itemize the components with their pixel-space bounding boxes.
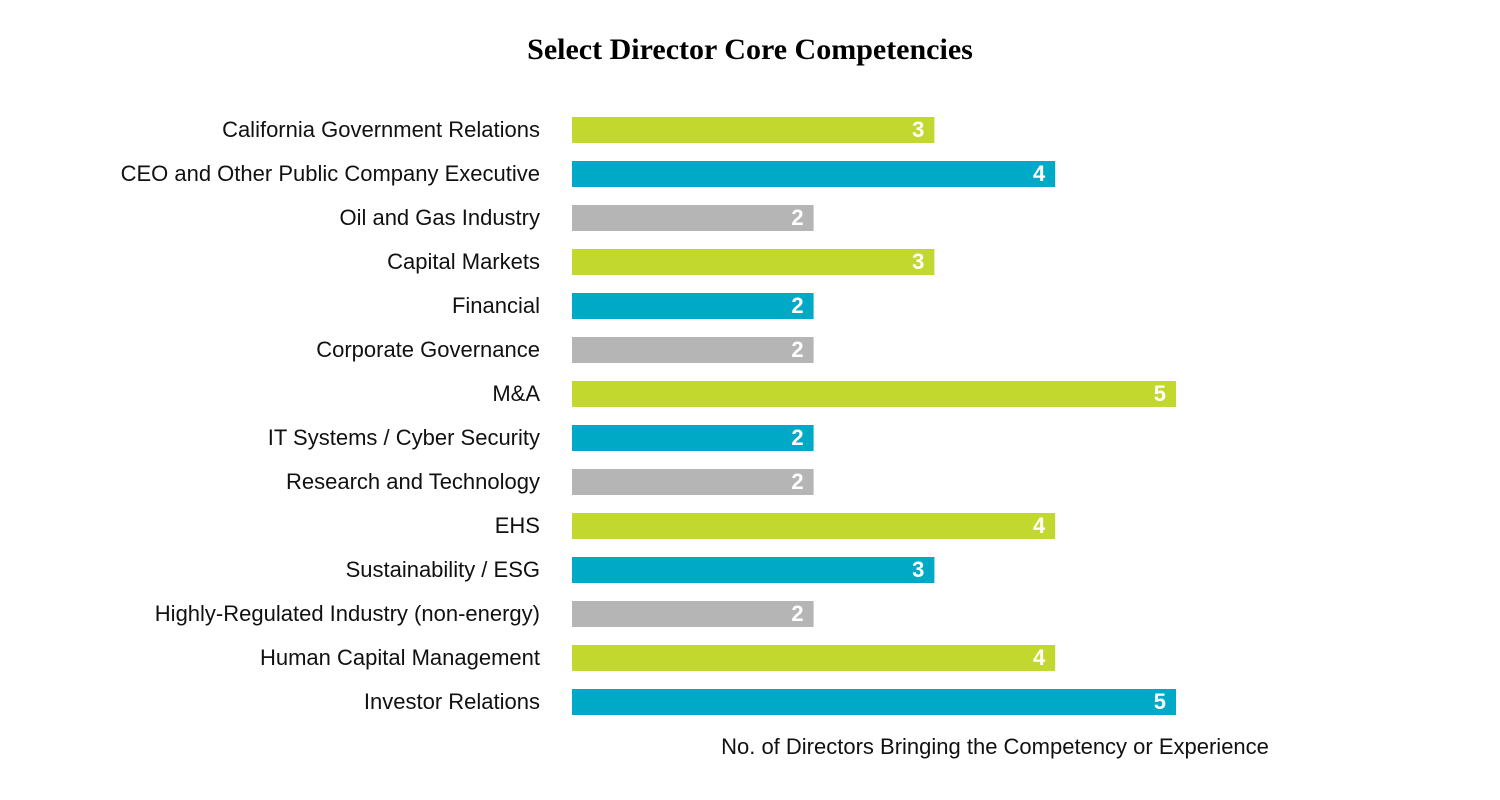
bar [572,689,1176,715]
bar [572,381,1176,407]
category-label: Oil and Gas Industry [339,205,540,230]
data-label: 2 [791,337,803,362]
data-label: 4 [1033,645,1046,670]
data-label: 5 [1154,689,1166,714]
category-label: Investor Relations [364,689,540,714]
category-label: California Government Relations [222,117,540,142]
data-label: 3 [912,557,924,582]
data-label: 3 [912,249,924,274]
bar [572,161,1056,187]
category-label: CEO and Other Public Company Executive [121,161,540,186]
data-label: 4 [1033,161,1046,186]
category-label: Human Capital Management [260,645,540,670]
data-label: 3 [912,117,924,142]
category-label: Corporate Governance [316,337,540,362]
bar [572,337,814,363]
bar [572,425,814,451]
category-label: EHS [495,513,540,538]
category-label: Research and Technology [286,469,540,494]
bar [572,469,814,495]
bar [572,293,814,319]
data-label: 2 [791,469,803,494]
bar [572,205,814,231]
data-label: 2 [791,425,803,450]
category-label: Highly-Regulated Industry (non-energy) [155,601,540,626]
data-label: 4 [1033,513,1046,538]
data-label: 2 [791,205,803,230]
chart-title: Select Director Core Competencies [527,33,973,66]
data-label: 5 [1154,381,1166,406]
data-label: 2 [791,293,803,318]
bar [572,557,935,583]
category-label: Sustainability / ESG [346,557,540,582]
bar [572,601,814,627]
category-label: Financial [452,293,540,318]
bar [572,645,1056,671]
x-axis-label: No. of Directors Bringing the Competency… [721,734,1269,759]
bar [572,249,935,275]
bar [572,513,1056,539]
category-label: IT Systems / Cyber Security [268,425,540,450]
data-label: 2 [791,601,803,626]
category-label: M&A [492,381,540,406]
bar [572,117,935,143]
category-label: Capital Markets [387,249,540,274]
